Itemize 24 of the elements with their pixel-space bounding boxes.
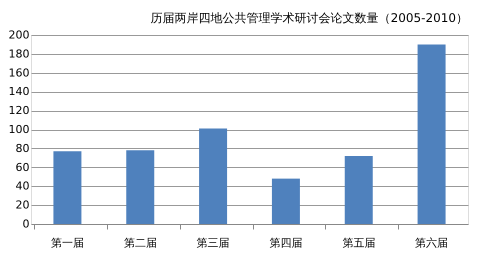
bar (344, 156, 373, 224)
y-tick-label: 120 (8, 104, 30, 118)
y-tick-label: 180 (8, 47, 30, 60)
y-tick-label: 200 (8, 28, 30, 42)
y-tick-label: 140 (8, 85, 30, 98)
x-tick-label: 第四届 (269, 236, 302, 250)
x-tick-label: 第三届 (196, 236, 230, 250)
y-tick-label: 60 (16, 160, 30, 174)
bar (126, 150, 154, 224)
y-tick-label: 0 (22, 218, 30, 230)
x-tick-label: 第二届 (124, 236, 157, 250)
bar (199, 128, 228, 224)
y-tick-label: 40 (16, 180, 30, 193)
x-tick-label: 第六届 (415, 236, 448, 250)
y-tick-label: 160 (8, 66, 30, 80)
bar (272, 178, 300, 224)
y-tick-label: 80 (16, 142, 30, 155)
bar (53, 151, 82, 224)
bar (418, 44, 446, 224)
y-tick-label: 20 (16, 198, 30, 212)
y-tick-label: 100 (8, 123, 30, 136)
x-tick-label: 第五届 (342, 236, 376, 250)
x-tick-label: 第一届 (50, 236, 84, 250)
chart-title: 历届两岸四地公共管理学术研讨会论文数量（2005-2010） (150, 11, 468, 25)
